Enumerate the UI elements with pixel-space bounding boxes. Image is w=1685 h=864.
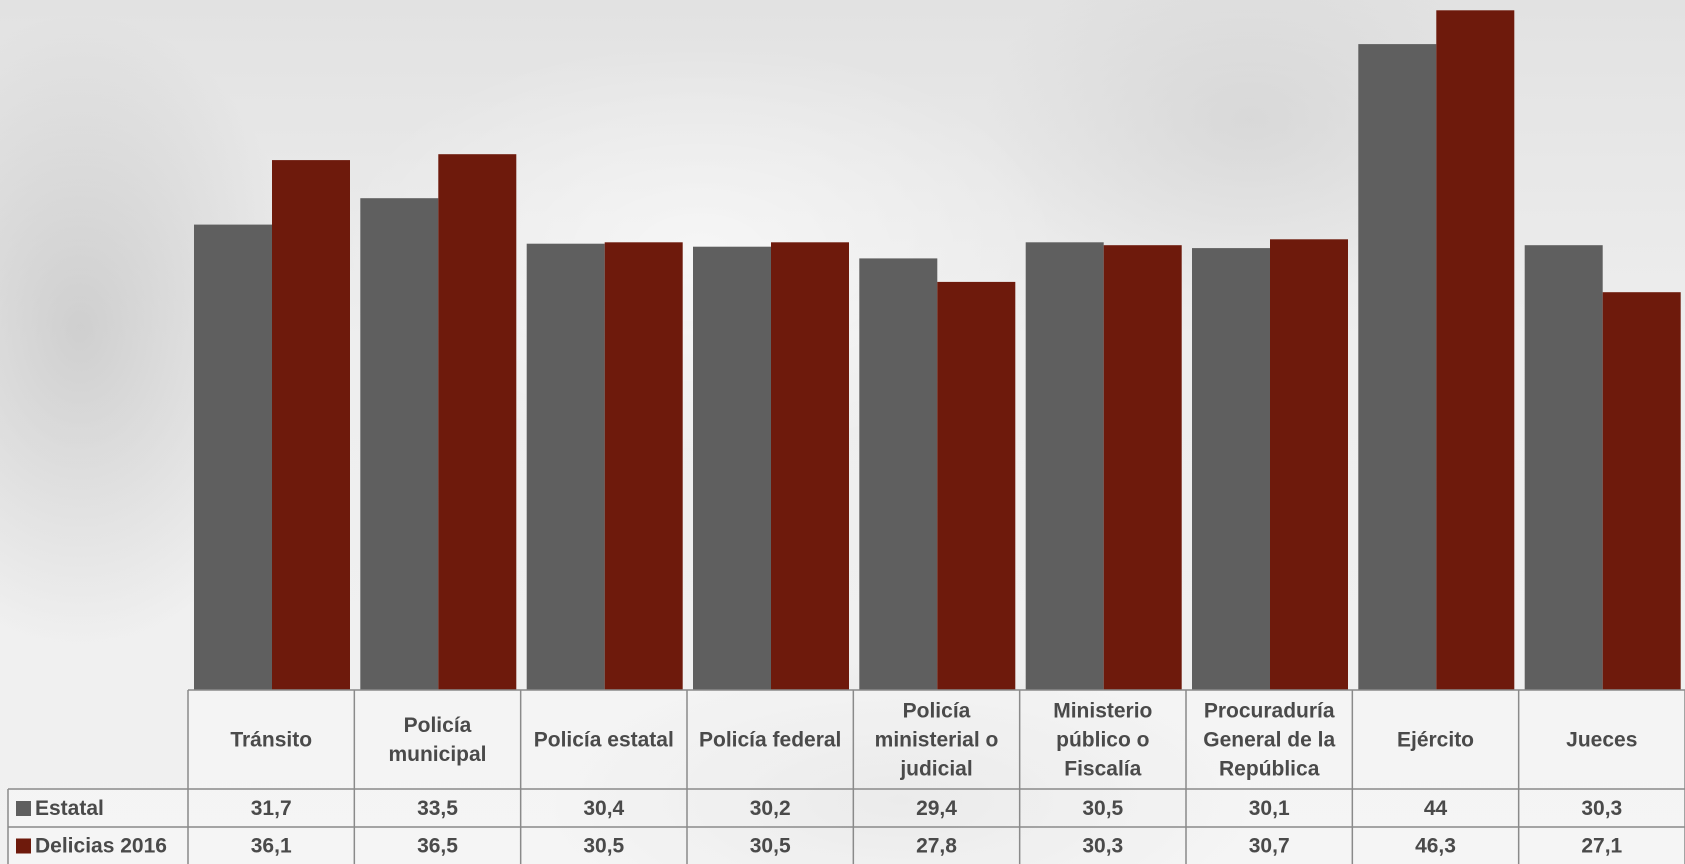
value-estatal-policia-estatal: 30,4 xyxy=(583,797,624,820)
value-estatal-policia-municipal: 33,5 xyxy=(417,797,458,820)
category-label-ejercito: Ejército xyxy=(1397,729,1474,752)
value-delicias-2016-transito: 36,1 xyxy=(251,835,292,858)
series-name-estatal: Estatal xyxy=(35,797,104,820)
category-label-policia-municipal: Policía municipal xyxy=(388,714,486,766)
value-estatal-ministerio-publico-o-fiscalia: 30,5 xyxy=(1082,797,1123,820)
bar-delicias-2016-ejercito xyxy=(1436,10,1515,691)
table-header-band xyxy=(188,690,1685,789)
category-label-policia-estatal: Policía estatal xyxy=(534,729,674,752)
value-delicias-2016-policia-municipal: 36,5 xyxy=(417,835,458,858)
bar-delicias-2016-transito xyxy=(272,160,350,691)
value-estatal-transito: 31,7 xyxy=(251,797,292,820)
category-label-transito: Tránsito xyxy=(230,729,312,752)
bar-estatal-policia-federal xyxy=(693,246,771,690)
legend-key-delicias-2016 xyxy=(16,838,31,854)
value-delicias-2016-ejercito: 46,3 xyxy=(1415,835,1456,858)
category-label-procuraduria-general-de-la-republica: Procuraduría General de la República xyxy=(1203,700,1335,781)
bar-estatal-jueces xyxy=(1524,245,1603,690)
value-delicias-2016-jueces: 27,1 xyxy=(1581,835,1622,858)
value-estatal-policia-ministerial-o-judicial: 29,4 xyxy=(916,797,957,820)
value-delicias-2016-ministerio-publico-o-fiscalia: 30,3 xyxy=(1082,835,1123,858)
bar-estatal-ejercito xyxy=(1358,44,1437,691)
bars xyxy=(194,10,1681,691)
bar-delicias-2016-policia-federal xyxy=(771,242,849,691)
bar-delicias-2016-policia-ministerial-o-judicial xyxy=(937,281,1016,690)
value-delicias-2016-policia-estatal: 30,5 xyxy=(583,835,624,858)
category-label-jueces: Jueces xyxy=(1566,729,1637,752)
category-label-policia-federal: Policía federal xyxy=(699,729,841,752)
value-estatal-ejercito: 44 xyxy=(1424,797,1448,820)
category-label-ministerio-publico-o-fiscalia: Ministerio público o Fiscalía xyxy=(1053,700,1152,781)
value-delicias-2016-policia-federal: 30,5 xyxy=(750,835,791,858)
value-delicias-2016-policia-ministerial-o-judicial: 27,8 xyxy=(916,835,957,858)
bar-estatal-procuraduria-general-de-la-republica xyxy=(1192,248,1270,690)
bar-delicias-2016-policia-municipal xyxy=(438,154,517,690)
bar-delicias-2016-policia-estatal xyxy=(604,242,683,691)
value-estatal-jueces: 30,3 xyxy=(1581,797,1622,820)
value-estatal-policia-federal: 30,2 xyxy=(750,797,791,820)
value-delicias-2016-procuraduria-general-de-la-republica: 30,7 xyxy=(1249,835,1290,858)
bar-estatal-policia-ministerial-o-judicial xyxy=(859,258,938,690)
bar-estatal-policia-municipal xyxy=(360,198,439,690)
bar-estatal-ministerio-publico-o-fiscalia xyxy=(1025,242,1104,691)
bar-delicias-2016-procuraduria-general-de-la-republica xyxy=(1270,239,1348,691)
bar-estatal-policia-estatal xyxy=(526,243,605,690)
category-label-policia-ministerial-o-judicial: Policía ministerial o judicial xyxy=(875,700,999,781)
series-name-delicias-2016: Delicias 2016 xyxy=(35,835,167,858)
data-table: Tránsito Policía municipal Policía estatal P… xyxy=(7,689,1685,864)
bar-delicias-2016-jueces xyxy=(1602,292,1681,690)
bar-estatal-transito xyxy=(194,224,272,690)
bar-delicias-2016-ministerio-publico-o-fiscalia xyxy=(1103,245,1182,690)
value-estatal-procuraduria-general-de-la-republica: 30,1 xyxy=(1249,797,1290,820)
legend-key-estatal xyxy=(16,801,31,816)
